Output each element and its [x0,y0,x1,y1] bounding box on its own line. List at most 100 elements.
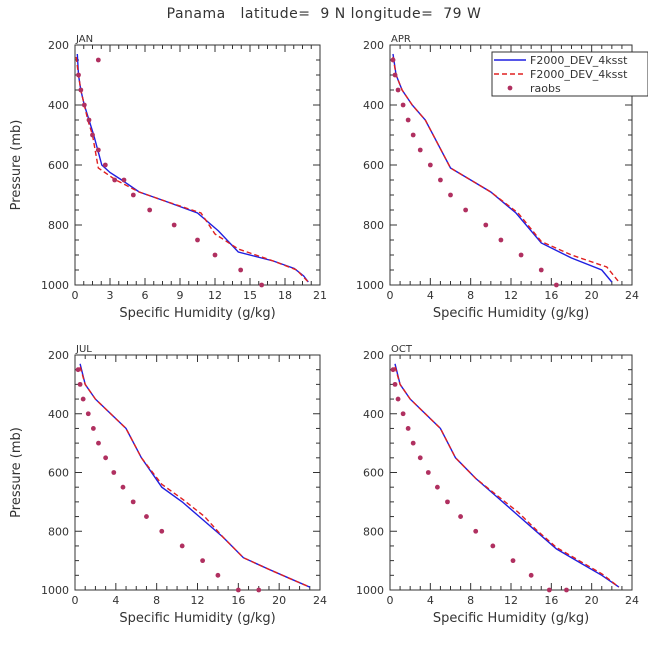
x-tick-label: 8 [153,594,160,607]
x-tick-label: 8 [467,594,474,607]
raobs-point [445,499,450,505]
y-tick-label: 200 [48,39,69,52]
raobs-point [179,543,185,549]
raobs-point [528,572,534,578]
raobs-point [200,558,206,564]
raobs-point [102,162,108,168]
x-tick-label: 24 [625,289,639,302]
x-tick-label: 4 [427,594,434,607]
x-tick-label: 8 [467,289,474,302]
raobs-point [434,484,440,490]
x-tick-label: 20 [585,289,599,302]
x-tick-label: 0 [72,289,79,302]
x-tick-label: 6 [142,289,149,302]
x-tick-label: 12 [504,289,518,302]
panel-label: JAN [75,34,93,45]
raobs-point [417,455,423,461]
raobs-point [473,528,479,534]
series-line-solid [79,363,311,588]
raobs-point [238,267,244,273]
panel-label: JUL [75,344,92,355]
series-line-solid [76,53,309,283]
x-tick-label: 24 [313,594,327,607]
raobs-point [463,207,469,213]
raobs-point [410,440,416,446]
x-tick-label: 12 [191,594,205,607]
raobs-point [448,192,453,198]
x-tick-label: 3 [107,289,114,302]
raobs-point [212,252,218,258]
x-tick-label: 16 [544,594,558,607]
raobs-point [85,411,91,417]
y-tick-label: 800 [48,525,69,538]
panel-oct: OCT 0 4 8 12 16 20 24 200 400 600 800 1000 Specific H… [356,344,639,626]
y-tick-label: 1000 [41,584,69,597]
y-axis-label: Pressure (mb) [9,427,24,518]
x-tick-label: 21 [313,289,327,302]
raobs-point [112,177,118,183]
raobs-point [390,367,396,373]
y-axis-label: Pressure (mb) [9,120,24,211]
x-tick-label: 16 [544,289,558,302]
y-tick-label: 800 [363,525,384,538]
raobs-point [405,426,411,431]
raobs-point [130,499,136,505]
x-tick-label: 4 [112,594,119,607]
y-tick-label: 600 [48,467,69,480]
raobs-point [111,470,117,475]
raobs-point [458,514,463,519]
y-tick-label: 400 [363,408,384,421]
y-tick-label: 800 [363,219,384,232]
series-line-solid [394,363,620,588]
raobs-point [81,102,87,108]
x-tick-label: 4 [427,289,434,302]
figure-title: Panama latitude= 9 N longitude= 79 W [166,6,482,22]
panel-jan: JAN 0 3 6 9 12 15 18 21 200 400 600 800 1000 Specific … [9,34,327,321]
raobs-point [195,237,200,243]
raobs-point [490,543,496,549]
series-line-dashed [392,56,620,283]
raobs-point [121,177,127,183]
raobs-point [405,117,411,123]
y-tick-label: 200 [363,349,384,362]
raobs-point [395,87,401,93]
y-tick-label: 400 [48,408,69,421]
raobs-point [417,147,423,153]
y-tick-label: 800 [48,219,69,232]
y-tick-label: 400 [48,99,69,112]
raobs-point [159,528,165,534]
raobs-point [86,117,92,123]
x-tick-label: 16 [231,594,245,607]
x-tick-label: 0 [387,594,394,607]
y-tick-label: 600 [48,159,69,172]
legend-label: raobs [530,82,561,95]
y-tick-label: 1000 [356,279,384,292]
raobs-point [259,282,265,288]
y-tick-label: 600 [363,467,384,480]
x-tick-label: 20 [585,594,599,607]
raobs-point [553,282,559,288]
series-line-dashed [394,366,620,588]
raobs-point [144,514,149,519]
legend-marker [507,85,513,91]
legend-label: F2000_DEV_4ksst [530,54,628,67]
raobs-point [103,455,109,461]
raobs-point [510,558,516,564]
raobs-point [235,587,241,593]
raobs-point [498,237,504,243]
x-tick-label: 12 [208,289,222,302]
raobs-point [147,207,153,213]
y-tick-label: 200 [363,39,384,52]
panel-jul: JUL 0 4 8 12 16 20 24 200 400 600 800 1000 Specific H… [9,344,327,626]
raobs-point [80,396,86,402]
y-tick-label: 1000 [356,584,384,597]
raobs-point [392,72,398,78]
raobs-point [425,470,431,475]
x-tick-label: 0 [387,289,394,302]
raobs-point [90,132,95,138]
raobs-point [392,381,398,387]
x-tick-label: 0 [72,594,79,607]
y-tick-label: 600 [363,159,384,172]
raobs-point [410,132,416,138]
